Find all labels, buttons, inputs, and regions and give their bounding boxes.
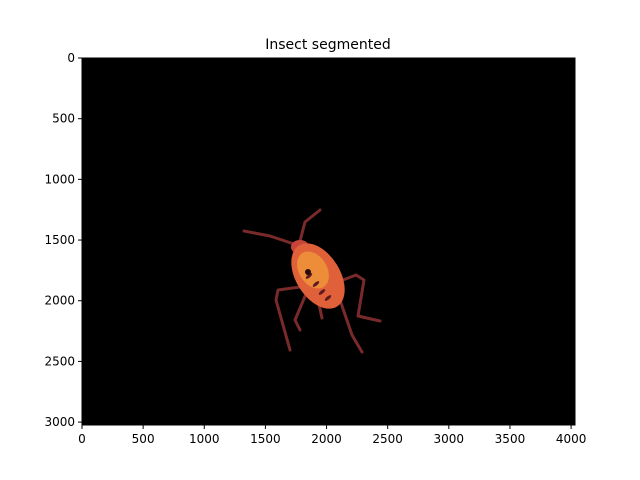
y-tick-label: 2500 [44,354,75,368]
x-tick-label: 2000 [311,432,342,446]
axes-frame [81,57,576,426]
insect-marking [324,295,332,301]
insect-leg [274,285,302,352]
x-axis: 0 500 1000 1500 2000 2500 3000 3500 4000 [78,425,586,446]
y-tick-label: 2000 [44,294,75,308]
segmented-image-background [82,58,575,425]
x-tick-label: 4000 [556,432,587,446]
x-tick-label: 3000 [434,432,465,446]
insect-leg [333,273,382,323]
insect-segment [242,208,382,354]
x-tick-label: 500 [132,432,155,446]
insect-leg [242,229,296,246]
insect-marking [318,289,326,295]
y-axis: 0 500 1000 1500 2000 2500 3000 [44,51,82,429]
insect-abdomen-highlight [297,251,329,289]
x-tick-label: 0 [78,432,86,446]
y-tick-label: 3000 [44,415,75,429]
x-tick-label: 1000 [189,432,220,446]
chart-title: Insect segmented [265,37,390,53]
y-tick-label: 1500 [44,233,75,247]
insect-marking [305,273,313,279]
y-tick-label: 500 [52,112,75,126]
insect-leg [293,292,308,332]
x-tick-label: 1500 [250,432,281,446]
y-tick-label: 0 [67,51,75,65]
x-tick-label: 3500 [495,432,526,446]
plot-area [81,57,576,426]
insect-spot [305,269,311,275]
x-tick-label: 2500 [372,432,403,446]
insect-leg [338,298,364,354]
insect-marking [312,281,320,287]
insect-leg [298,208,322,243]
y-tick-label: 1000 [44,172,75,186]
